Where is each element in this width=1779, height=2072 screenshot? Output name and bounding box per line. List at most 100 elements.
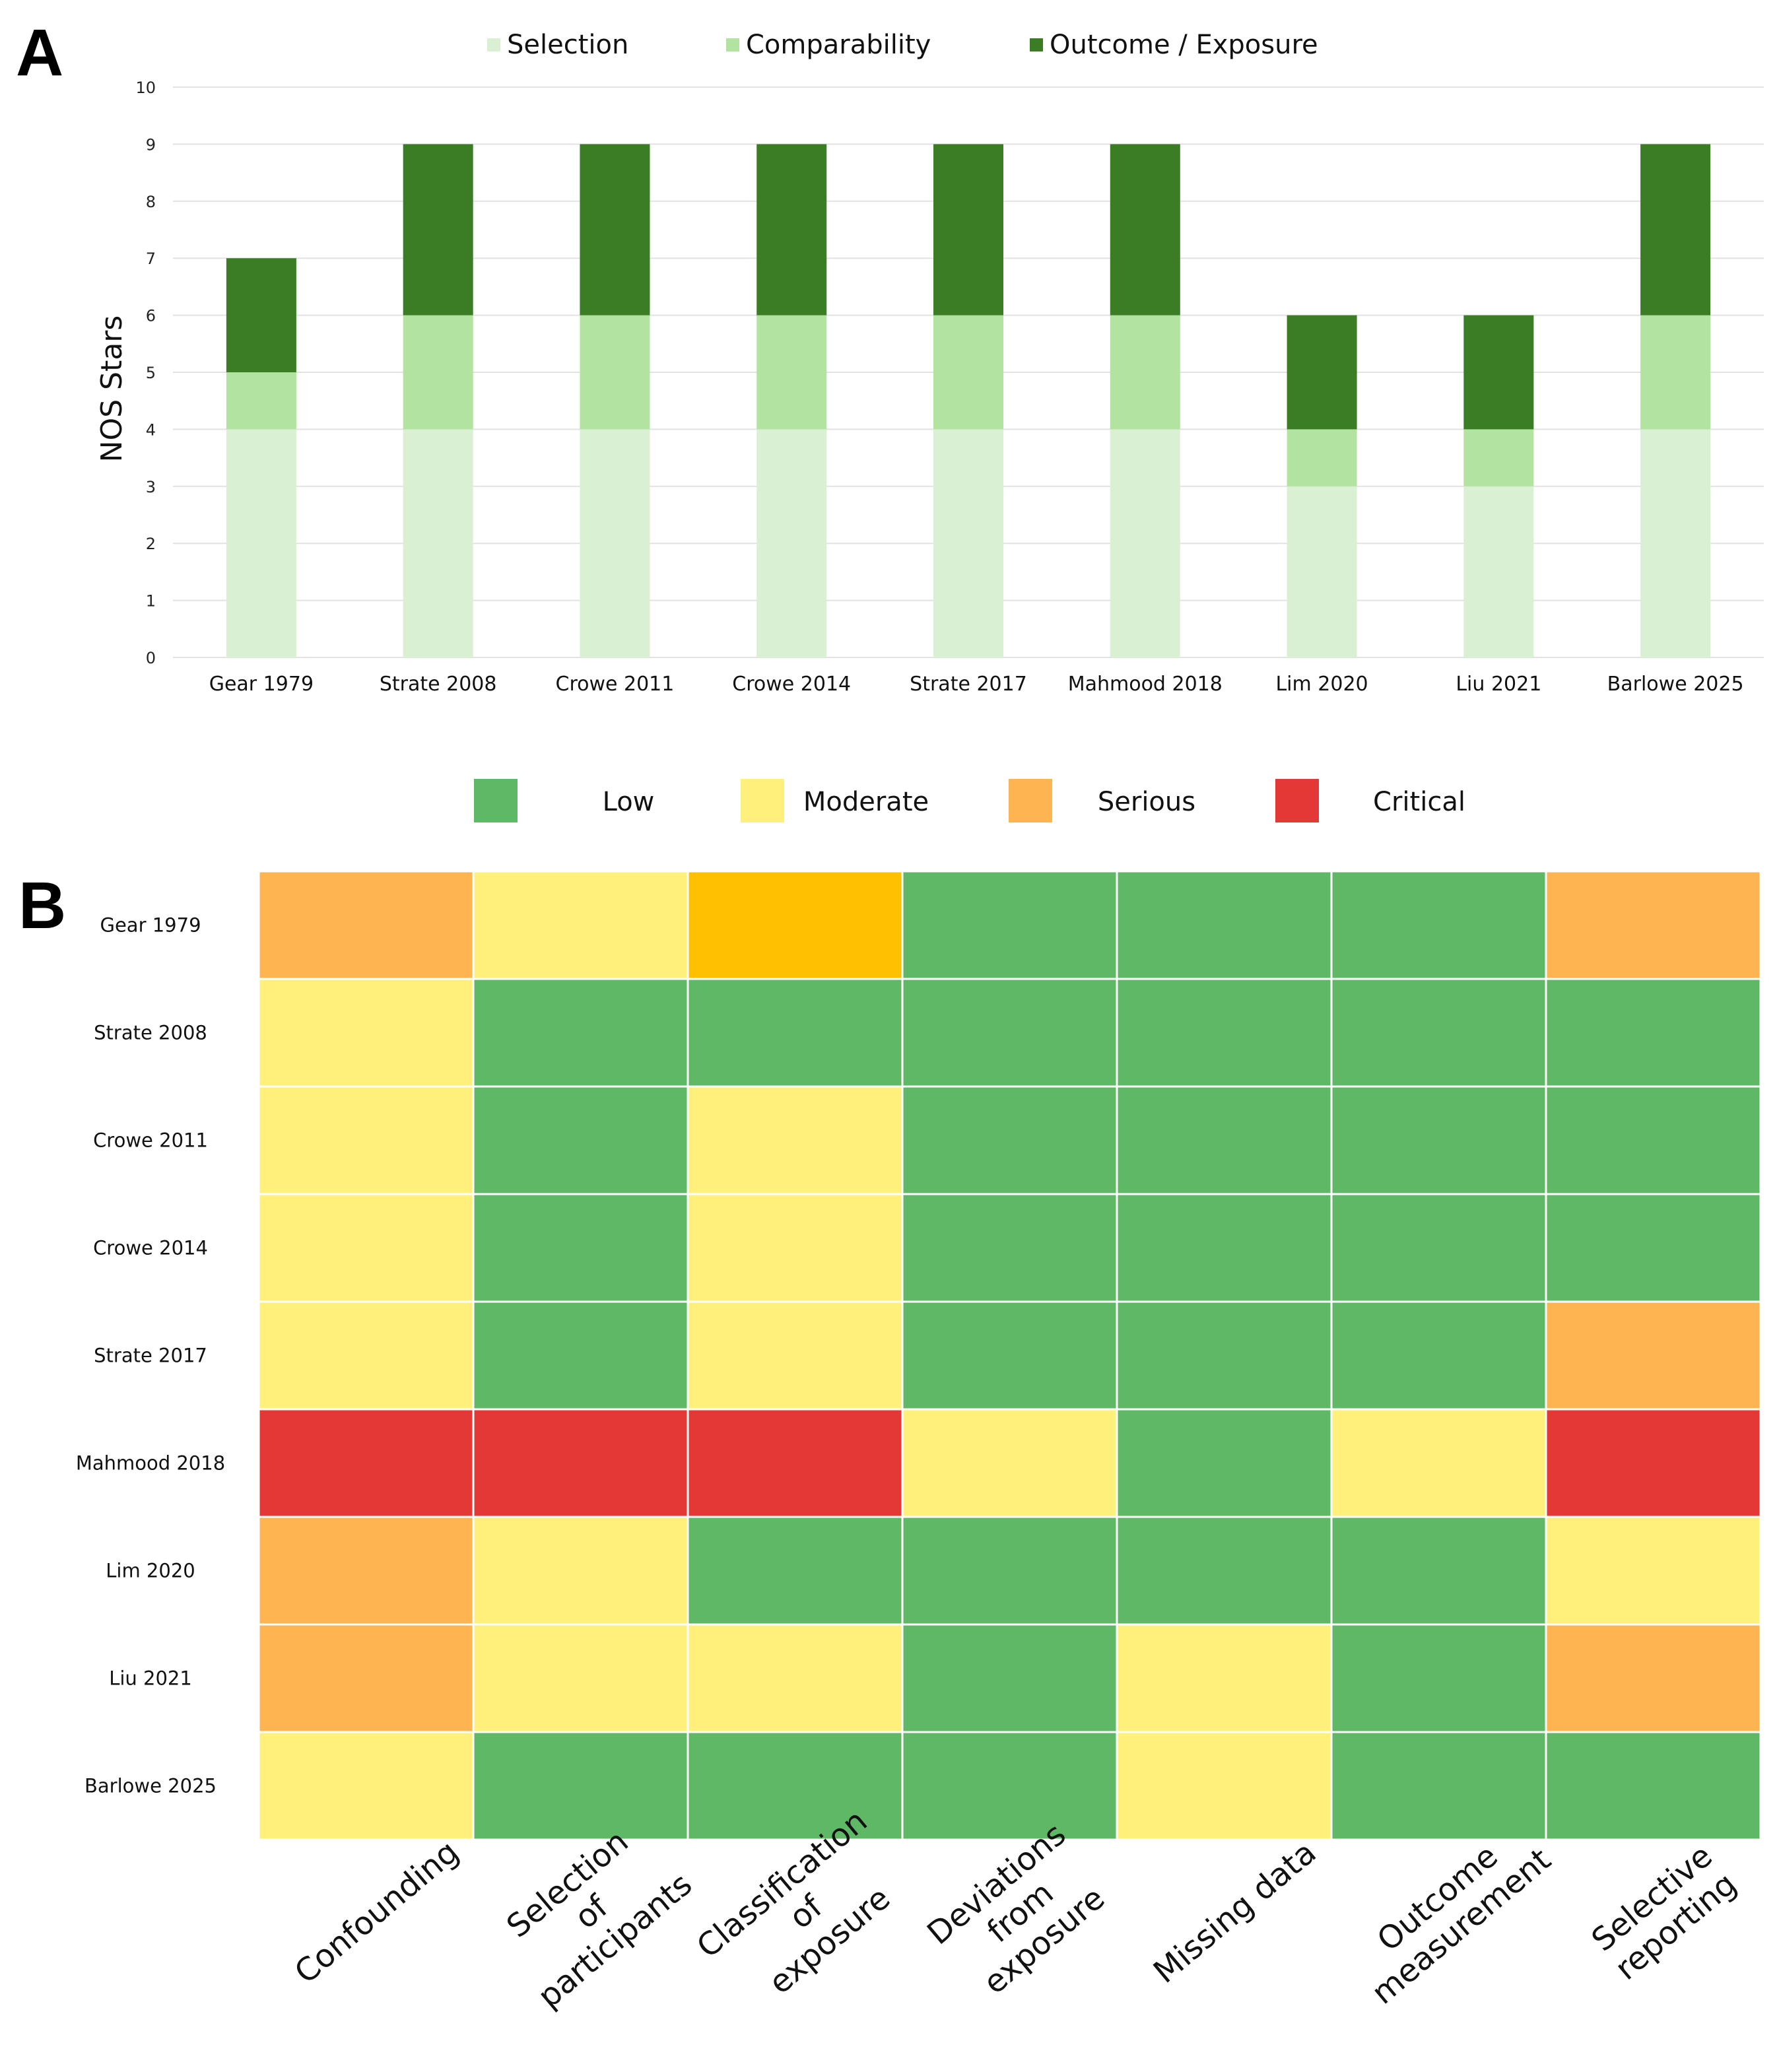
heatmap-cell-barlowe-2025-selection-of-participants xyxy=(472,1731,689,1841)
y-tick-label: 9 xyxy=(146,135,156,154)
heatmap-cell-strate-2008-missing-data xyxy=(1116,978,1333,1088)
bar-selection-strate-2008 xyxy=(403,429,473,657)
bar-comparability-gear-1979 xyxy=(226,372,296,430)
heatmap-cell-barlowe-2025-deviations-from-exposure xyxy=(901,1731,1118,1841)
y-tick-label: 1 xyxy=(146,592,156,611)
bar-selection-strate-2017 xyxy=(933,429,1003,657)
y-tick-label: 6 xyxy=(146,307,156,325)
legend-label-serious: Serious xyxy=(1098,787,1195,817)
legend-label-moderate: Moderate xyxy=(803,787,929,817)
column-label-deviations-from-exposure: Deviationsfromexposure xyxy=(920,1816,1120,2009)
panel-label-b: B xyxy=(18,869,67,943)
legend-label-comparability: Comparability xyxy=(746,30,931,60)
heatmap-cell-lim-2020-selection-of-participants xyxy=(472,1516,689,1626)
heatmap-cell-gear-1979-confounding xyxy=(257,870,475,980)
heatmap-cell-crowe-2011-missing-data xyxy=(1116,1085,1333,1195)
legend-label-selection: Selection xyxy=(507,30,628,60)
bar-comparability-mahmood-2018 xyxy=(1110,315,1180,430)
heatmap-cell-gear-1979-selection-of-participants xyxy=(472,870,689,980)
legend-label-low: Low xyxy=(603,787,655,817)
heatmap-cell-barlowe-2025-classification-of-exposure xyxy=(687,1731,904,1841)
heatmap-cell-liu-2021-selective-reporting xyxy=(1545,1623,1762,1733)
row-label: Strate 2008 xyxy=(94,1022,207,1044)
x-tick-label: Strate 2017 xyxy=(910,673,1027,696)
heatmap-cell-lim-2020-confounding xyxy=(257,1516,475,1626)
bar-outcome-exposure-crowe-2011 xyxy=(580,144,650,316)
legend-swatch-comparability xyxy=(726,38,739,51)
heatmap-cell-crowe-2014-selection-of-participants xyxy=(472,1193,689,1303)
heatmap-cell-gear-1979-missing-data xyxy=(1116,870,1333,980)
bar-selection-mahmood-2018 xyxy=(1110,429,1180,657)
heatmap-cell-crowe-2014-classification-of-exposure xyxy=(687,1193,904,1303)
heatmap-cell-mahmood-2018-selection-of-participants xyxy=(472,1408,689,1518)
bar-selection-gear-1979 xyxy=(226,429,296,657)
heatmap-cell-strate-2008-classification-of-exposure xyxy=(687,978,904,1088)
y-tick-label: 3 xyxy=(146,478,156,496)
legend-swatch-outcome-exposure xyxy=(1030,38,1043,51)
heatmap-cell-strate-2017-outcome-measurement xyxy=(1330,1300,1547,1411)
bar-comparability-crowe-2011 xyxy=(580,315,650,430)
y-tick-label: 10 xyxy=(135,79,156,97)
heatmap-cell-mahmood-2018-deviations-from-exposure xyxy=(901,1408,1118,1518)
heatmap-cell-strate-2017-selection-of-participants xyxy=(472,1300,689,1411)
row-label: Strate 2017 xyxy=(94,1345,207,1367)
x-tick-label: Crowe 2011 xyxy=(556,673,675,696)
heatmap-cell-liu-2021-selection-of-participants xyxy=(472,1623,689,1733)
heatmap-cell-gear-1979-outcome-measurement xyxy=(1330,870,1547,980)
column-label-selective-reporting: Selectivereporting xyxy=(1584,1837,1743,1988)
bar-outcome-exposure-strate-2017 xyxy=(933,144,1003,316)
bar-outcome-exposure-mahmood-2018 xyxy=(1110,144,1180,316)
heatmap-cell-gear-1979-deviations-from-exposure xyxy=(901,870,1118,980)
bar-comparability-strate-2008 xyxy=(403,315,473,430)
heatmap-cell-crowe-2014-confounding xyxy=(257,1193,475,1303)
x-tick-label: Lim 2020 xyxy=(1275,673,1368,696)
row-label: Crowe 2011 xyxy=(93,1129,208,1152)
bar-outcome-exposure-lim-2020 xyxy=(1287,315,1357,430)
nos-stacked-bar-chart: 0 1 2 3 4 5 6 7 8 9 10 NOS Stars Gear 1979 Strate 200… xyxy=(95,30,1764,696)
legend-swatch-critical xyxy=(1275,779,1319,822)
bar-outcome-exposure-crowe-2014 xyxy=(756,144,827,316)
heatmap-cell-crowe-2014-deviations-from-exposure xyxy=(901,1193,1118,1303)
heatmap-cell-barlowe-2025-confounding xyxy=(257,1731,475,1841)
column-label-outcome-measurement: Outcomemeasurement xyxy=(1341,1813,1558,2011)
legend-label-critical: Critical xyxy=(1373,787,1465,817)
heatmap-cell-strate-2008-selective-reporting xyxy=(1545,978,1762,1088)
column-label-line: Missing data xyxy=(1147,1834,1324,1990)
heatmap-cell-liu-2021-confounding xyxy=(257,1623,475,1733)
column-label-confounding: Confounding xyxy=(288,1833,466,1991)
bar-selection-liu-2021 xyxy=(1463,486,1534,657)
heatmap-cell-liu-2021-outcome-measurement xyxy=(1330,1623,1547,1733)
heatmap-cell-strate-2017-confounding xyxy=(257,1300,475,1411)
row-label: Barlowe 2025 xyxy=(84,1775,217,1797)
legend-swatch-selection xyxy=(487,38,500,51)
bar-outcome-exposure-gear-1979 xyxy=(226,258,296,372)
bar-comparability-barlowe-2025 xyxy=(1640,315,1711,430)
heatmap-cell-crowe-2014-missing-data xyxy=(1116,1193,1333,1303)
heatmap-cell-mahmood-2018-missing-data xyxy=(1116,1408,1333,1518)
x-tick-label: Gear 1979 xyxy=(209,673,314,696)
x-tick-label: Strate 2008 xyxy=(380,673,497,696)
y-tick-label: 0 xyxy=(146,649,156,667)
heatmap-cell-lim-2020-outcome-measurement xyxy=(1330,1516,1547,1626)
heatmap-cell-strate-2017-classification-of-exposure xyxy=(687,1300,904,1411)
bar-outcome-exposure-strate-2008 xyxy=(403,144,473,316)
row-label: Liu 2021 xyxy=(109,1667,192,1690)
column-label-missing-data: Missing data xyxy=(1147,1834,1324,1990)
y-tick-label: 4 xyxy=(146,420,156,439)
bar-outcome-exposure-liu-2021 xyxy=(1463,315,1534,430)
bar-comparability-liu-2021 xyxy=(1463,429,1534,486)
x-tick-label: Crowe 2014 xyxy=(732,673,851,696)
heatmap-cell-strate-2008-deviations-from-exposure xyxy=(901,978,1118,1088)
heatmap-cell-strate-2008-confounding xyxy=(257,978,475,1088)
heatmap-cell-strate-2017-selective-reporting xyxy=(1545,1300,1762,1411)
bar-selection-barlowe-2025 xyxy=(1640,429,1711,657)
row-label: Lim 2020 xyxy=(106,1560,195,1582)
heatmap-cell-crowe-2011-selective-reporting xyxy=(1545,1085,1762,1195)
heatmap-cell-strate-2017-missing-data xyxy=(1116,1300,1333,1411)
row-label: Gear 1979 xyxy=(100,914,201,937)
heatmap-cell-mahmood-2018-confounding xyxy=(257,1408,475,1518)
x-tick-label: Barlowe 2025 xyxy=(1607,673,1744,696)
legend-swatch-low xyxy=(474,779,518,822)
heatmap-cell-crowe-2011-classification-of-exposure xyxy=(687,1085,904,1195)
legend-label-outcome-exposure: Outcome / Exposure xyxy=(1050,30,1318,60)
